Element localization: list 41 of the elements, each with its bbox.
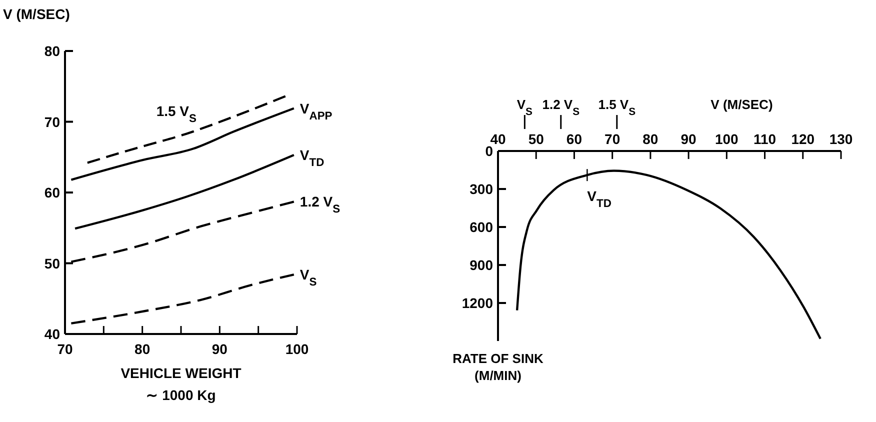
x-tick-label: 100: [285, 341, 309, 357]
x-tick-label: 70: [604, 131, 620, 147]
line-series: [516, 170, 822, 340]
x-tick-label: 100: [714, 131, 739, 147]
x-tick-label: 110: [753, 131, 776, 147]
x-tick-label: 130: [829, 131, 853, 147]
ref-line-label: V$_{S}$: [516, 97, 533, 118]
series-label: 1.5 V$_{S}$: [156, 102, 198, 125]
x-tick-label: 80: [134, 341, 150, 357]
y-tick-label: 900: [470, 257, 494, 273]
y-tick-label: 300: [470, 181, 494, 197]
x-axis-title: V (M/SEC): [710, 97, 773, 112]
y-tick-label: 60: [44, 184, 60, 200]
y-tick-label: 1200: [462, 295, 494, 311]
y-tick-label: 600: [470, 219, 494, 235]
y-axis-title: V (M/SEC): [3, 6, 70, 22]
x-tick-label: 120: [791, 131, 815, 147]
x-tick-label: 90: [212, 341, 228, 357]
line-series: [74, 154, 296, 230]
line-series: [70, 107, 296, 181]
y-tick-label: 70: [44, 114, 60, 130]
line-series: [86, 95, 286, 164]
y-axis-title: RATE OF SINK (M/MIN): [452, 351, 544, 383]
x-axis-title: VEHICLE WEIGHT: [120, 365, 242, 381]
line-series: [70, 273, 296, 324]
x-tick-label: 50: [528, 131, 544, 147]
ref-line-label: 1.2 V$_{S}$: [542, 97, 580, 118]
ref-line-label: 1.5 V$_{S}$: [598, 97, 636, 118]
y-tick-label: 50: [44, 255, 60, 272]
annotation: V$_{TD}$: [587, 188, 612, 210]
x-tick-label: 60: [566, 131, 582, 147]
text: ∼ 1000 Kg: [146, 387, 216, 403]
series-label: V$_{APP}$: [300, 100, 333, 122]
x-tick-label: 70: [57, 341, 73, 357]
series-label: V$_{S}$: [300, 266, 318, 289]
x-tick-label: 80: [642, 131, 658, 147]
y-tick-label: 40: [44, 326, 60, 342]
y-tick-label: 80: [44, 43, 60, 59]
x-tick-label: 90: [680, 131, 697, 147]
series-label: V$_{TD}$: [300, 147, 324, 170]
series-label: 1.2 V$_{S}$: [300, 194, 341, 216]
